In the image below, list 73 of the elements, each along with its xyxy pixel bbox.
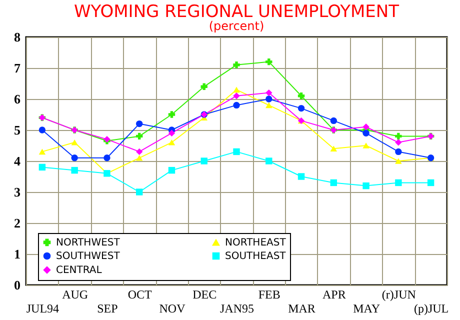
x-tick-label: MAR [288, 302, 316, 316]
y-tick-label: 3 [14, 184, 21, 200]
point [136, 154, 143, 161]
x-tick-label: AUG [62, 288, 88, 302]
point [395, 148, 402, 156]
point [266, 58, 272, 66]
legend-label: NORTHEAST [225, 238, 287, 248]
y-tick-label: 0 [14, 278, 20, 292]
point [266, 96, 272, 102]
x-tick-label: JAN95 [220, 302, 254, 316]
point [395, 158, 402, 164]
chart-subtitle: (percent) [208, 19, 264, 33]
point [395, 139, 402, 146]
x-tick-label: JUL94 [26, 302, 60, 316]
point [298, 92, 305, 100]
point [298, 173, 305, 180]
x-tick-label: DEC [192, 288, 217, 302]
legend-label: NORTHWEST [56, 237, 121, 248]
x-tick-label: APR [322, 288, 346, 302]
x-tick-label: NOV [159, 302, 186, 316]
point [71, 139, 78, 146]
legend-label: SOUTHEAST [225, 251, 287, 262]
point [362, 130, 370, 136]
point [168, 111, 176, 118]
point [233, 86, 240, 93]
point [362, 124, 370, 130]
point [427, 179, 434, 186]
x-tick-label: MAY [353, 302, 380, 316]
point [136, 148, 143, 156]
point [71, 166, 78, 174]
point [362, 182, 370, 190]
point [168, 166, 176, 174]
point [362, 142, 370, 148]
y-tick-label: 2 [14, 216, 20, 230]
x-tick-label: SEP [97, 302, 118, 316]
y-tick-label: 7 [14, 60, 21, 76]
point [168, 139, 176, 146]
x-tick-label: FEB [258, 288, 280, 302]
point [71, 154, 78, 162]
point [266, 158, 272, 164]
point [395, 179, 402, 186]
point [38, 148, 46, 155]
point [38, 126, 46, 134]
x-tick-label: (r)JUN [382, 288, 416, 302]
point [136, 120, 143, 128]
y-tick-label: 1 [14, 246, 20, 262]
point [136, 132, 143, 140]
point [395, 132, 402, 140]
x-tick-label: (p)JUL [414, 302, 449, 316]
y-tick-label: 5 [14, 122, 21, 138]
point [298, 104, 305, 112]
y-tick-label: 4 [14, 154, 21, 168]
point [233, 62, 240, 68]
point [266, 89, 272, 96]
legend-label: CENTRAL [56, 265, 102, 276]
x-tick-label: OCT [128, 288, 153, 302]
point [233, 92, 240, 100]
point [330, 179, 338, 186]
chart-title: WYOMING REGIONAL UNEMPLOYMENT [74, 2, 400, 22]
point [136, 188, 143, 196]
y-tick-label: 6 [14, 92, 21, 106]
point [38, 164, 46, 171]
point [330, 117, 338, 124]
point [266, 102, 272, 108]
point [104, 154, 110, 162]
y-tick-label: 8 [14, 30, 21, 44]
point [233, 102, 240, 109]
point [233, 148, 240, 156]
legend-label: SOUTHWEST [56, 251, 121, 262]
point [200, 158, 208, 164]
point [168, 130, 176, 136]
point [330, 146, 338, 152]
point [200, 83, 208, 90]
